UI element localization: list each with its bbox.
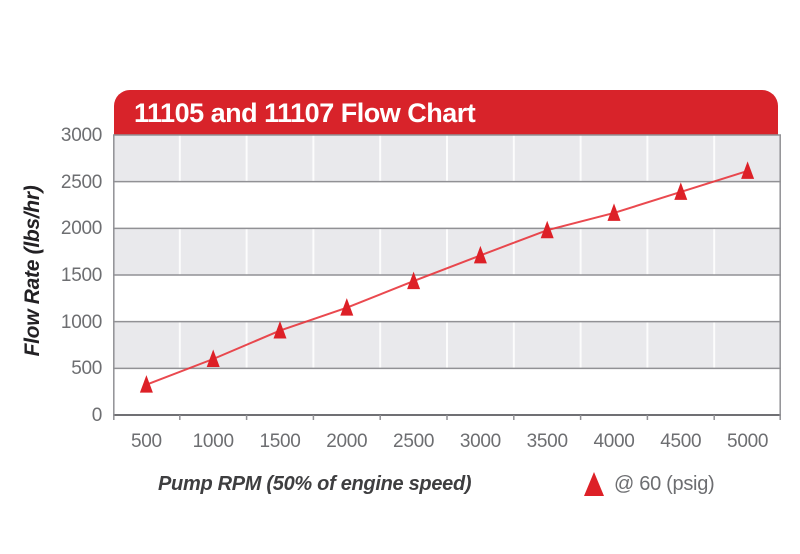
x-tick-label: 500 (130, 431, 162, 452)
x-tick-label: 2000 (326, 431, 368, 452)
legend-label: @ 60 (psig) (614, 472, 715, 495)
data-point-triangle-icon (340, 298, 354, 316)
data-point-triangle-icon (473, 245, 487, 264)
x-axis-tick-labels: 500 1000 1500 2000 2500 3000 3500 4000 4500 5000 (113, 431, 781, 455)
chart-canvas (113, 134, 781, 420)
data-point-triangle-icon (407, 271, 421, 290)
data-point-triangle-icon (540, 220, 554, 239)
y-tick-label: 500 (71, 358, 102, 380)
y-tick-label: 3000 (60, 125, 102, 146)
x-tick-label: 1000 (192, 431, 234, 452)
series-line (146, 169, 748, 386)
y-tick-label: 2500 (60, 171, 102, 193)
chart-title: 11105 and 11107 Flow Chart (134, 98, 476, 128)
x-tick-label: 1500 (259, 431, 301, 452)
data-point-triangle-icon (607, 203, 621, 221)
x-tick-label: 5000 (727, 431, 769, 452)
x-tick-label: 3000 (459, 431, 501, 452)
x-tick-label: 4500 (660, 431, 702, 452)
x-tick-label: 3500 (526, 431, 568, 452)
data-point-triangle-icon (674, 182, 688, 200)
x-axis-title: Pump RPM (50% of engine speed) (158, 473, 472, 495)
y-tick-label: 1000 (60, 311, 102, 333)
legend: @ 60 (psig) (584, 470, 715, 498)
plot-area (113, 134, 781, 420)
data-point-triangle-icon (206, 349, 220, 367)
y-tick-label: 2000 (60, 218, 102, 240)
y-axis-tick-labels: 0 500 1000 1500 2000 2500 3000 (0, 125, 102, 426)
legend-triangle-icon (584, 472, 604, 496)
y-tick-label: 1500 (60, 265, 102, 286)
data-point-triangle-icon (139, 375, 153, 393)
x-tick-label: 2500 (393, 431, 435, 452)
y-tick-label: 0 (91, 405, 103, 426)
data-point-triangle-icon (273, 321, 287, 339)
data-point-triangle-icon (741, 161, 755, 179)
x-tick-label: 4000 (593, 431, 635, 452)
chart-title-banner: 11105 and 11107 Flow Chart (114, 90, 778, 135)
